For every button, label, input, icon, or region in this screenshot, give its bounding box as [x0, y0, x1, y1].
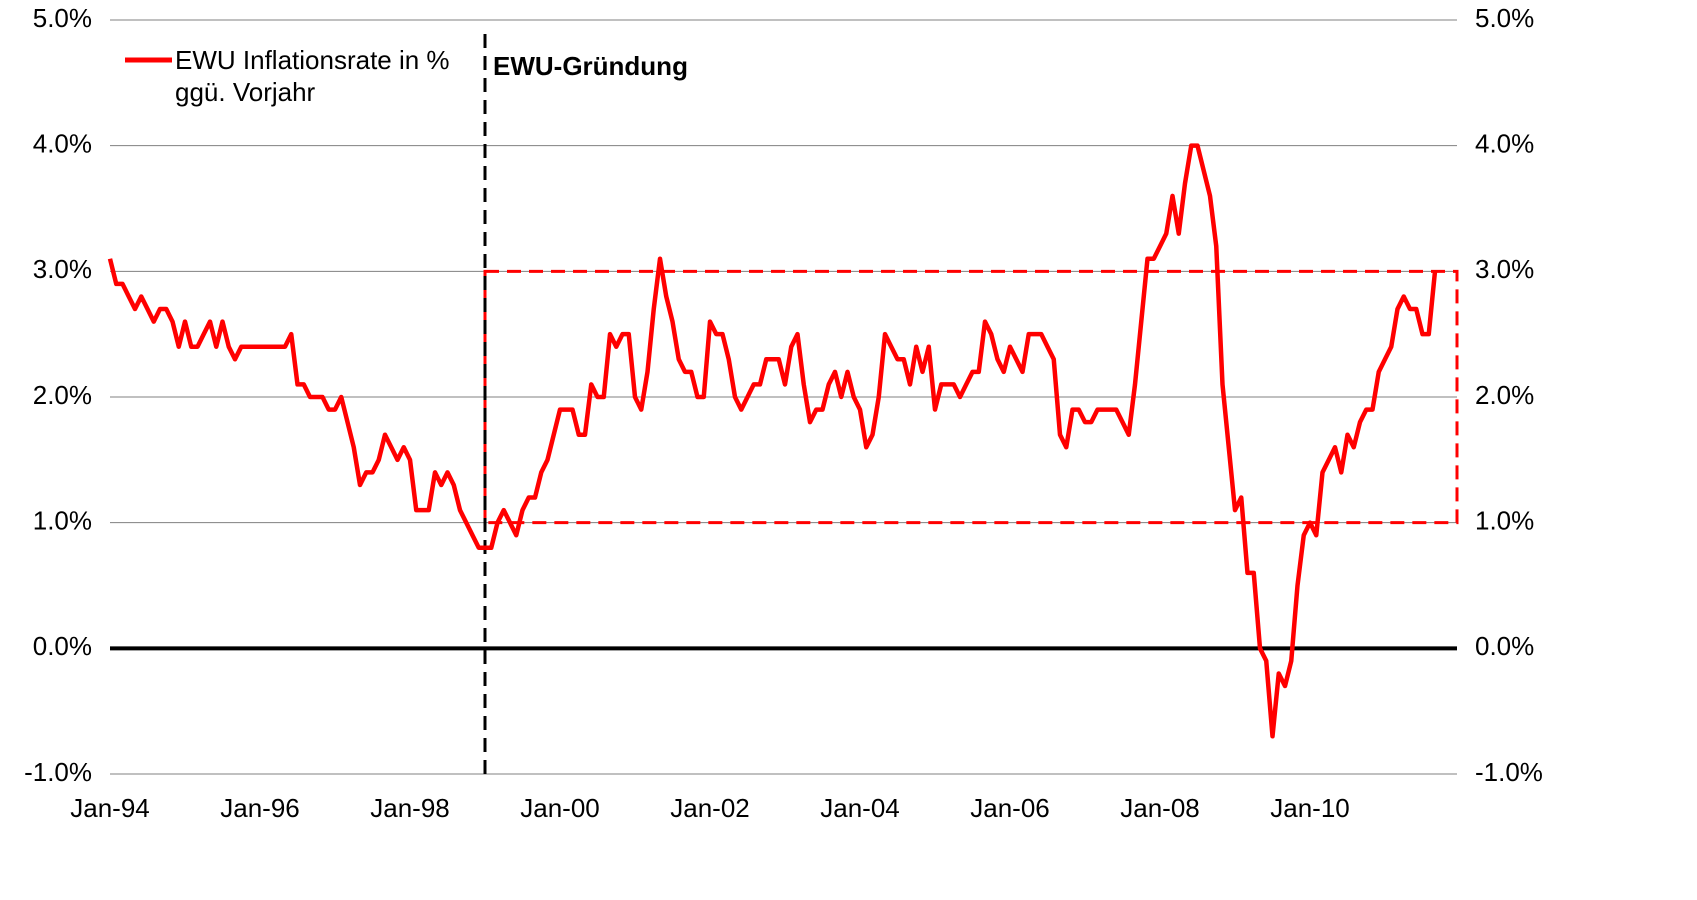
x-tick-label: Jan-98 [370, 793, 450, 823]
x-tick-label: Jan-96 [220, 793, 300, 823]
y2-tick-label: 0.0% [1475, 631, 1534, 661]
series-line [107, 143, 1438, 739]
x-tick-label: Jan-00 [520, 793, 600, 823]
y2-tick-label: 3.0% [1475, 254, 1534, 284]
x-tick-label: Jan-10 [1270, 793, 1350, 823]
x-tick-label: Jan-94 [70, 793, 150, 823]
y2-tick-label: 1.0% [1475, 506, 1534, 536]
y2-tick-label: 5.0% [1475, 3, 1534, 33]
x-tick-label: Jan-08 [1120, 793, 1200, 823]
y2-tick-label: 4.0% [1475, 129, 1534, 159]
y-tick-label: 3.0% [33, 254, 92, 284]
y-tick-label: 0.0% [33, 631, 92, 661]
y-tick-label: 2.0% [33, 380, 92, 410]
y-tick-label: -1.0% [24, 757, 92, 787]
x-tick-label: Jan-04 [820, 793, 900, 823]
x-tick-label: Jan-02 [670, 793, 750, 823]
y2-tick-label: -1.0% [1475, 757, 1543, 787]
y2-tick-label: 2.0% [1475, 380, 1534, 410]
legend-label: EWU Inflationsrate in % ggü. Vorjahr [175, 45, 450, 107]
y-tick-label: 5.0% [33, 3, 92, 33]
y-tick-label: 1.0% [33, 506, 92, 536]
y-tick-label: 4.0% [33, 129, 92, 159]
event-label: EWU-Gründung [493, 51, 688, 81]
x-tick-label: Jan-06 [970, 793, 1050, 823]
